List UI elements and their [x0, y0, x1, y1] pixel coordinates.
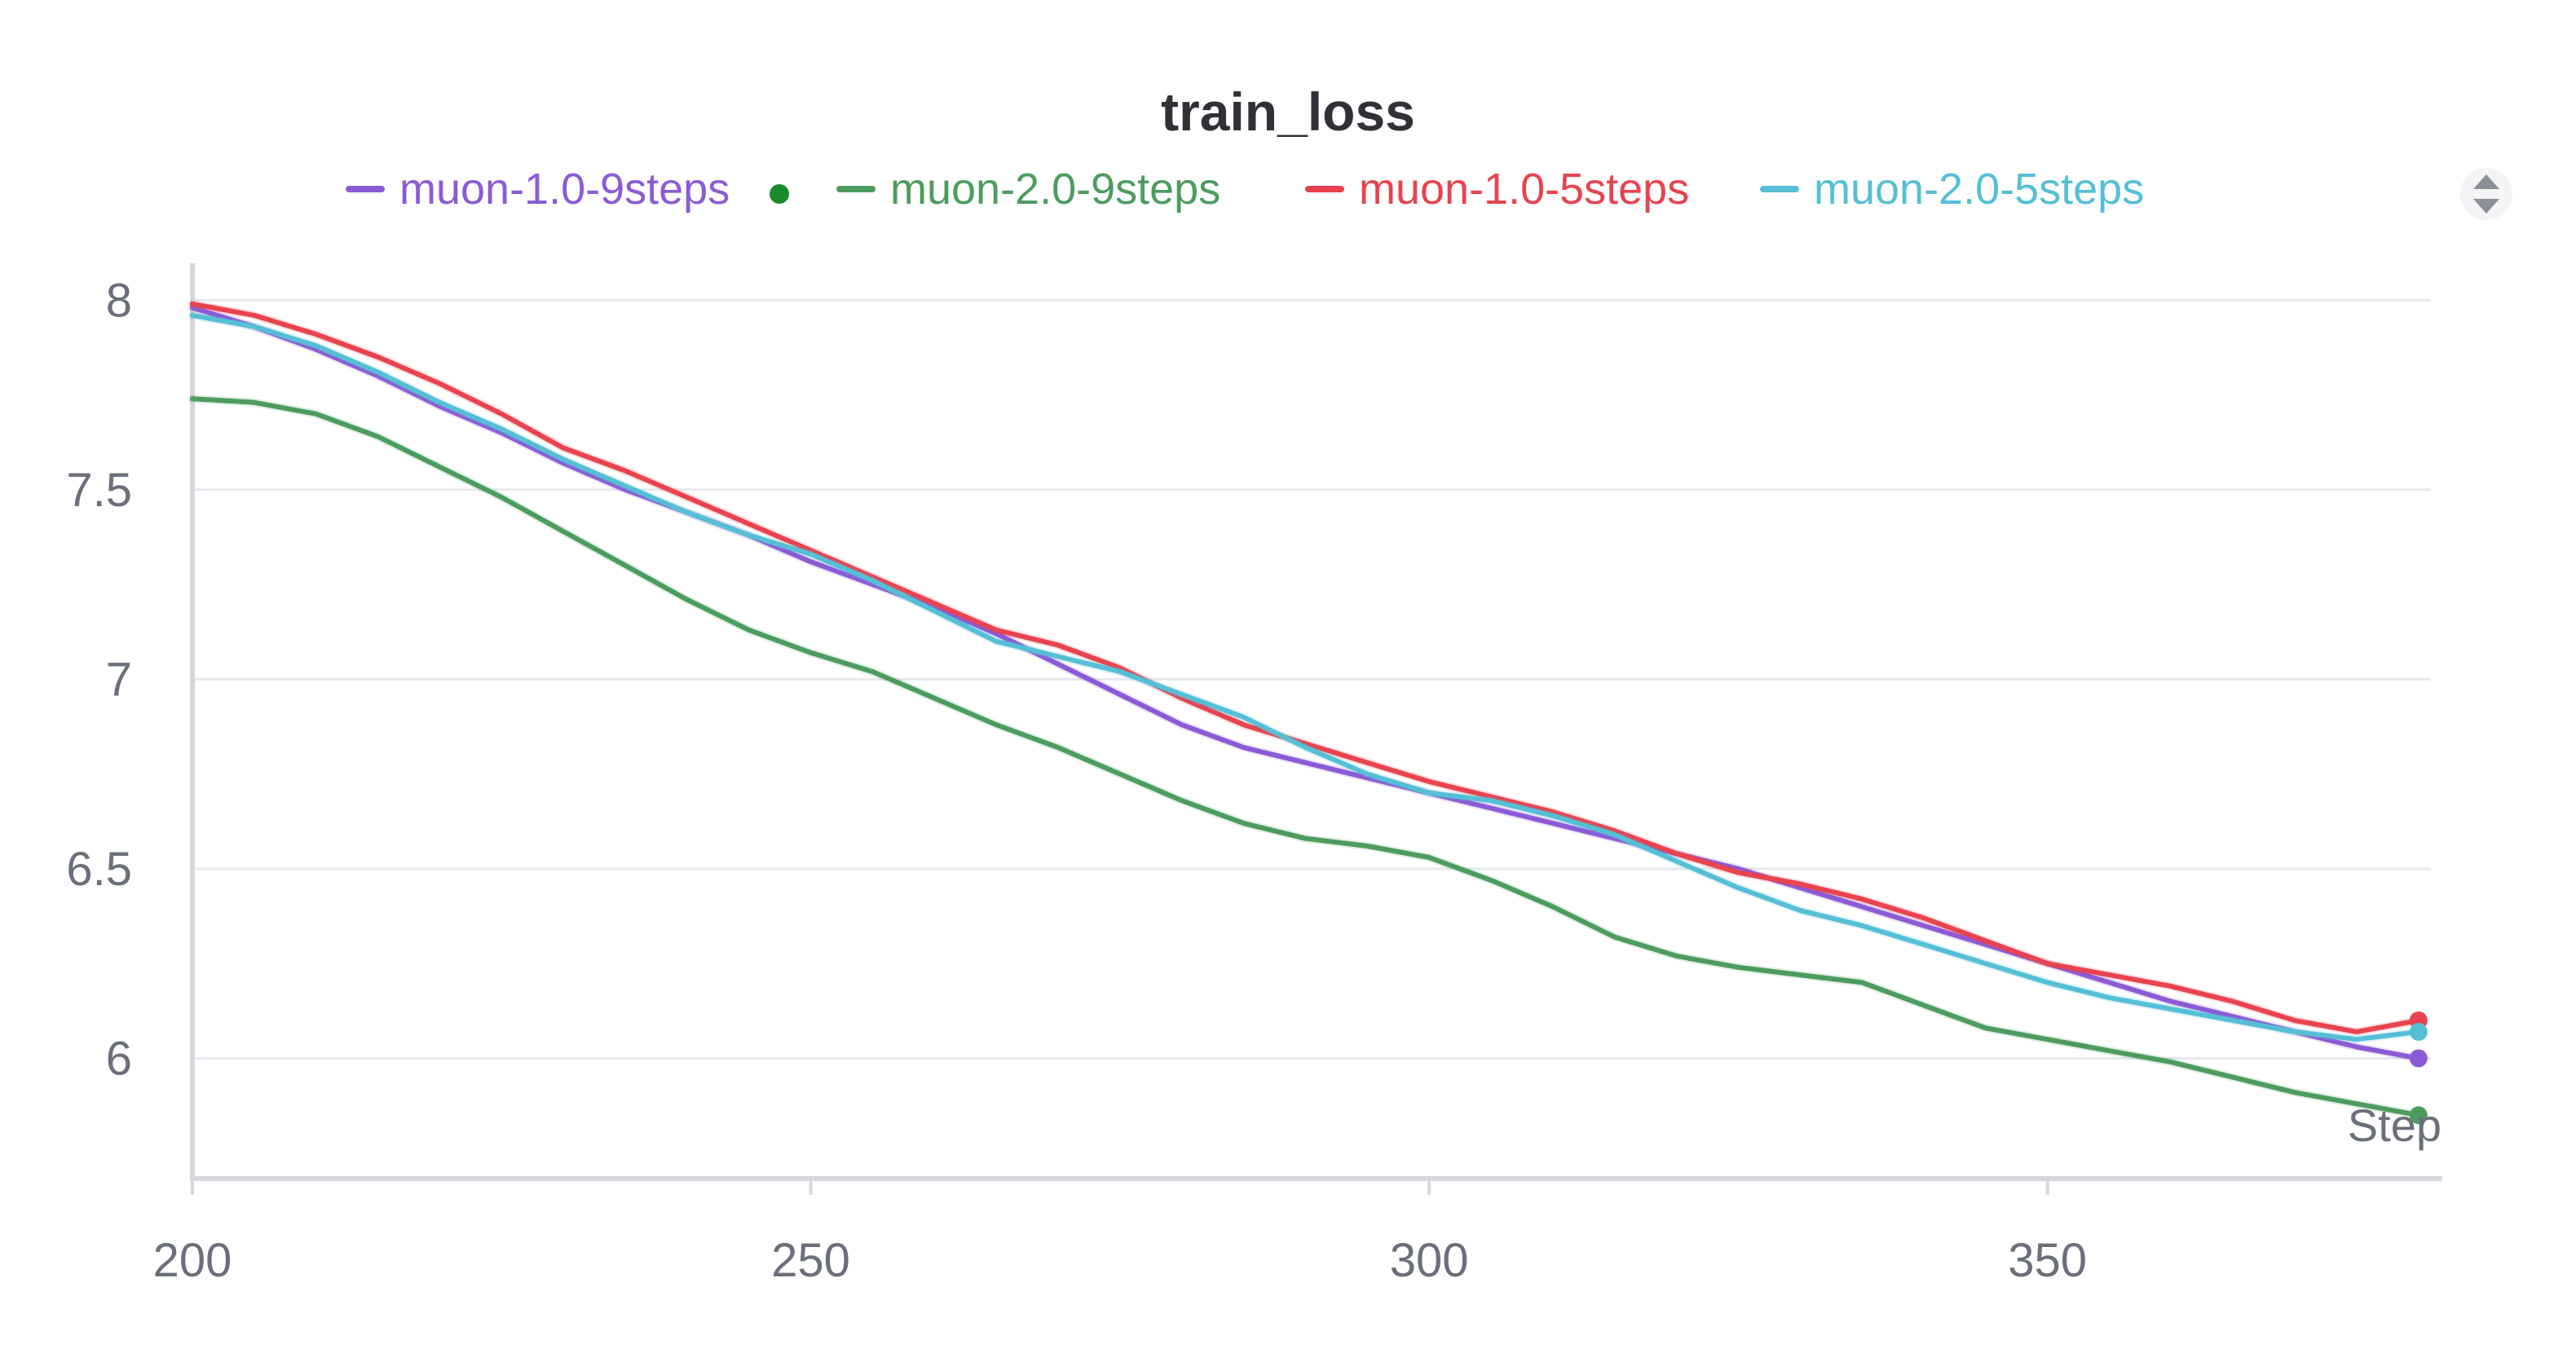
legend-dot-marker	[770, 184, 789, 204]
series-line	[190, 312, 2421, 1042]
y-tick-label: 6	[106, 1032, 132, 1085]
legend-item[interactable]: muon-1.0-9steps	[346, 165, 789, 214]
legend-label: muon-1.0-5steps	[1359, 165, 1689, 214]
series-end-marker	[2409, 1049, 2428, 1068]
x-tick-label: 250	[771, 1234, 850, 1287]
series-shadow-line	[188, 299, 2423, 1036]
chevron-down-icon[interactable]	[2473, 199, 2499, 214]
legend-item[interactable]: muon-2.0-9steps	[836, 165, 1220, 214]
series-line	[190, 396, 2421, 1118]
legend-label: muon-1.0-9steps	[399, 165, 730, 214]
y-tick-label: 8	[106, 274, 132, 327]
legend-label: muon-2.0-5steps	[1814, 165, 2144, 214]
series-shadow-line	[188, 394, 2423, 1120]
x-tick-label: 350	[2008, 1234, 2087, 1287]
y-tick-label: 6.5	[66, 843, 132, 896]
y-tick-label: 7	[106, 653, 132, 706]
series-layer	[188, 299, 2423, 1120]
legend-item[interactable]: muon-2.0-5steps	[1760, 165, 2144, 214]
series-end-marker	[2409, 1022, 2428, 1041]
legend-toggle-background[interactable]	[2460, 168, 2512, 220]
chevron-up-icon[interactable]	[2473, 174, 2499, 189]
y-tick-label: 7.5	[66, 464, 132, 517]
chart-title: train_loss	[1161, 82, 1415, 142]
legend[interactable]: muon-1.0-9steps muon-2.0-9steps muon-1.0-5…	[346, 165, 2144, 214]
series-line	[190, 305, 2421, 1061]
series-line	[190, 301, 2421, 1034]
x-tick-label: 300	[1390, 1234, 1469, 1287]
legend-toggle-icon[interactable]	[2460, 168, 2512, 220]
x-tick-label: 200	[153, 1234, 232, 1287]
legend-item[interactable]: muon-1.0-5steps	[1305, 165, 1689, 214]
x-axis-label: Step	[2348, 1100, 2441, 1151]
end-markers	[2409, 1011, 2428, 1125]
series-shadow-line	[188, 303, 2423, 1063]
legend-label: muon-2.0-9steps	[890, 165, 1220, 214]
axes: 8 7.5 7 6.5 6 200 250 300 350	[66, 263, 2442, 1287]
series-end-marker	[2409, 1106, 2428, 1125]
grid	[192, 298, 2431, 1060]
